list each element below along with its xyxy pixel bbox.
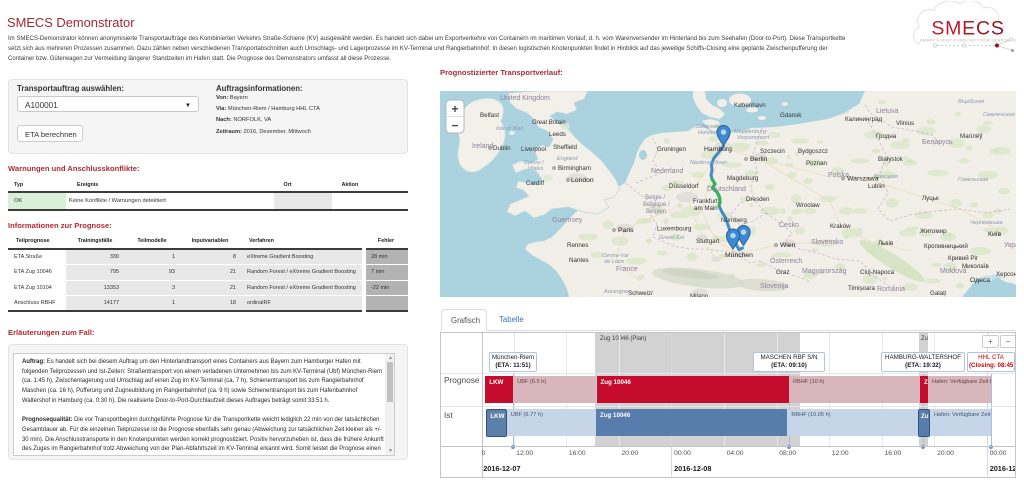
svg-text:Magyarország: Magyarország [802,268,846,275]
svg-text:Česko: Česko [779,220,799,229]
svg-text:Bydgoszcz: Bydgoszcz [798,148,828,155]
svg-text:Białystok: Białystok [878,156,904,163]
svg-text:Lietuva: Lietuva [876,108,899,115]
svg-text:London: London [571,177,594,184]
svg-text:Birmingham: Birmingham [558,165,591,172]
svg-text:Vorpommern: Vorpommern [737,135,769,141]
svg-text:Österreich: Österreich [770,257,802,265]
svg-text:Timișoara: Timișoara [848,285,875,292]
svg-text:Беларусь: Беларусь [922,139,953,146]
svg-text:Belgie /: Belgie / [645,195,665,201]
svg-text:Чернігівська: Чернігівська [970,220,1003,226]
svg-text:Leeds: Leeds [549,131,566,138]
svg-text:Auvergne-: Auvergne- [603,289,630,295]
svg-text:Slovenija: Slovenija [760,283,789,290]
svg-text:Belgique /: Belgique / [643,202,670,208]
svg-text:Guernsey: Guernsey [552,217,583,224]
svg-text:Україна: Україна [1004,242,1016,249]
svg-text:Cardiff: Cardiff [526,180,544,187]
svg-text:United Kingdom: United Kingdom [500,95,550,102]
svg-text:Belgien: Belgien [646,209,666,215]
svg-text:Paris: Paris [618,227,634,234]
svg-text:Frankfurt: Frankfurt [693,198,718,205]
svg-text:København: København [734,102,766,109]
svg-text:Миколаїв: Миколаїв [962,263,989,270]
svg-text:Wrocław: Wrocław [796,202,820,209]
svg-text:Berlin: Berlin [750,156,768,163]
svg-text:Isle of Man: Isle of Man [496,126,523,132]
svg-text:Hamburg: Hamburg [704,146,732,153]
svg-text:România: România [877,286,905,293]
svg-text:Szczecin: Szczecin [760,148,785,155]
svg-text:Milano: Milano [690,293,709,297]
svg-text:Житомир: Житомир [920,228,947,235]
svg-text:Dresden: Dresden [746,196,770,203]
svg-text:Nederland: Nederland [651,168,683,175]
svg-text:Vilnius: Vilnius [896,120,914,127]
svg-text:+: + [451,102,458,116]
svg-text:Магілёў: Магілёў [960,133,983,140]
svg-text:Holstein: Holstein [698,130,718,136]
svg-text:Київ: Київ [988,231,1002,238]
svg-text:Belfast: Belfast [480,112,499,119]
svg-text:Magdeburg: Magdeburg [727,175,759,182]
svg-text:Nantes: Nantes [569,257,589,264]
svg-text:−: − [451,119,458,133]
svg-text:Graz: Graz [776,269,789,276]
svg-text:de Loire: de Loire [604,259,624,265]
svg-text:Polska: Polska [828,172,849,179]
svg-text:Kraków: Kraków [830,223,851,230]
svg-text:Schweiz/: Schweiz/ [628,290,653,297]
svg-text:Groningen: Groningen [657,146,686,153]
svg-text:Niedersachsen: Niedersachsen [690,160,727,166]
svg-text:Rennes: Rennes [567,242,588,249]
svg-text:Düsseldorf: Düsseldorf [669,183,699,190]
svg-text:Dublin: Dublin [493,145,511,152]
svg-text:Luxembourg: Luxembourg [657,226,692,233]
svg-text:Lublin: Lublin [868,183,885,190]
svg-text:Moldova: Moldova [940,268,967,275]
svg-text:Warszawa: Warszawa [847,176,879,183]
svg-text:Poznan: Poznan [806,160,828,167]
svg-text:Ireland: Ireland [472,143,494,150]
svg-text:Schleswig-: Schleswig- [696,124,723,130]
svg-text:Кропивницький: Кропивницький [924,243,968,250]
svg-text:Galați: Galați [930,290,946,297]
svg-text:Луцьк: Луцьк [922,195,939,202]
svg-text:München: München [725,252,753,259]
svg-text:Mecklenburg-: Mecklenburg- [734,129,768,135]
svg-text:Wien: Wien [780,242,796,249]
svg-text:SMECS: SMECS [931,18,1004,40]
svg-text:am Main: am Main [694,205,718,212]
svg-text:Cluj-Napoca: Cluj-Napoca [860,269,895,276]
svg-text:Брэсцкая: Брэсцкая [874,174,898,180]
svg-text:Centre-Val: Centre-Val [602,253,629,259]
svg-text:Смаленская: Смаленская [983,112,1015,118]
svg-text:Гомельская: Гомельская [958,177,988,183]
svg-text:Херсон: Херсон [996,271,1016,278]
svg-text:Grand Est: Grand Est [659,235,685,241]
svg-text:Одеса: Одеса [970,277,990,284]
svg-text:Nürnberg: Nürnberg [721,217,747,224]
svg-text:Slovensko: Slovensko [811,239,843,246]
svg-text:Deutschland: Deutschland [707,186,746,193]
svg-text:Stuttgart: Stuttgart [696,238,720,245]
svg-text:Калининград: Калининград [845,116,883,123]
svg-text:Liverpool: Liverpool [521,146,546,153]
svg-text:Sheffield: Sheffield [553,144,578,151]
svg-text:SMART EVENT FORECAST FOR SEAPO: SMART EVENT FORECAST FOR SEAPORTS [920,37,1017,42]
svg-text:England: England [557,156,578,162]
svg-text:Віцебская: Віцебская [958,99,984,105]
svg-text:Wales: Wales [528,166,544,172]
svg-text:Great Britain: Great Britain [532,120,566,126]
svg-text:Gdansk: Gdansk [780,112,802,119]
svg-text:France: France [616,266,638,273]
svg-text:Cymru /: Cymru / [524,160,545,166]
svg-text:Львів: Львів [878,240,894,247]
svg-text:Гродна: Гродна [876,133,897,140]
svg-text:Кривий Ріг: Кривий Ріг [948,255,979,262]
